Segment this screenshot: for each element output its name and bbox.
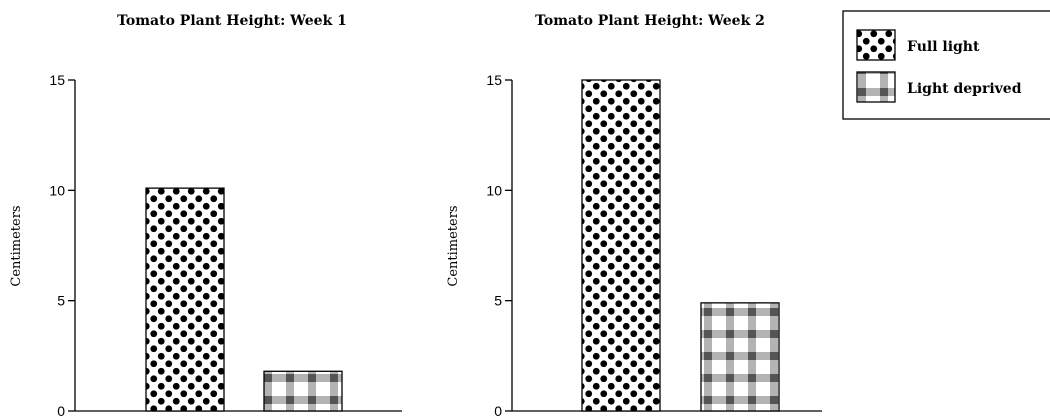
y-axis-label: Centimeters [9, 205, 24, 286]
chart-week-1: Tomato Plant Height: Week 1 Centimeters … [9, 13, 402, 418]
legend-label-light-deprived: Light deprived [907, 81, 1022, 97]
y-tick-label: 15 [486, 72, 502, 88]
legend: Full light Light deprived [842, 10, 1050, 120]
chart-title: Tomato Plant Height: Week 2 [535, 13, 765, 29]
y-tick-label: 5 [494, 293, 502, 309]
bars [145, 187, 343, 412]
y-tick-label: 15 [49, 72, 65, 88]
y-tick-label: 10 [49, 182, 65, 198]
bar-full-light [145, 187, 225, 412]
legend-box [842, 10, 1050, 120]
chart-title: Tomato Plant Height: Week 1 [117, 13, 347, 29]
legend-label-full-light: Full light [907, 39, 980, 55]
bar-full-light [581, 79, 661, 412]
legend-swatch-full-light [856, 29, 896, 61]
bar-light-deprived [700, 302, 780, 412]
y-axis-label: Centimeters [446, 205, 461, 286]
y-tick-label: 10 [486, 182, 502, 198]
bars [581, 79, 780, 412]
legend-swatch-light-deprived [856, 71, 896, 103]
y-tick-label: 5 [57, 293, 65, 309]
bar-light-deprived [263, 370, 343, 412]
chart-week-2: Tomato Plant Height: Week 2 Centimeters … [446, 13, 822, 418]
y-ticks: 0 5 10 15 [49, 72, 75, 418]
y-tick-label: 0 [57, 403, 65, 418]
y-tick-label: 0 [494, 403, 502, 418]
y-ticks: 0 5 10 15 [486, 72, 512, 418]
